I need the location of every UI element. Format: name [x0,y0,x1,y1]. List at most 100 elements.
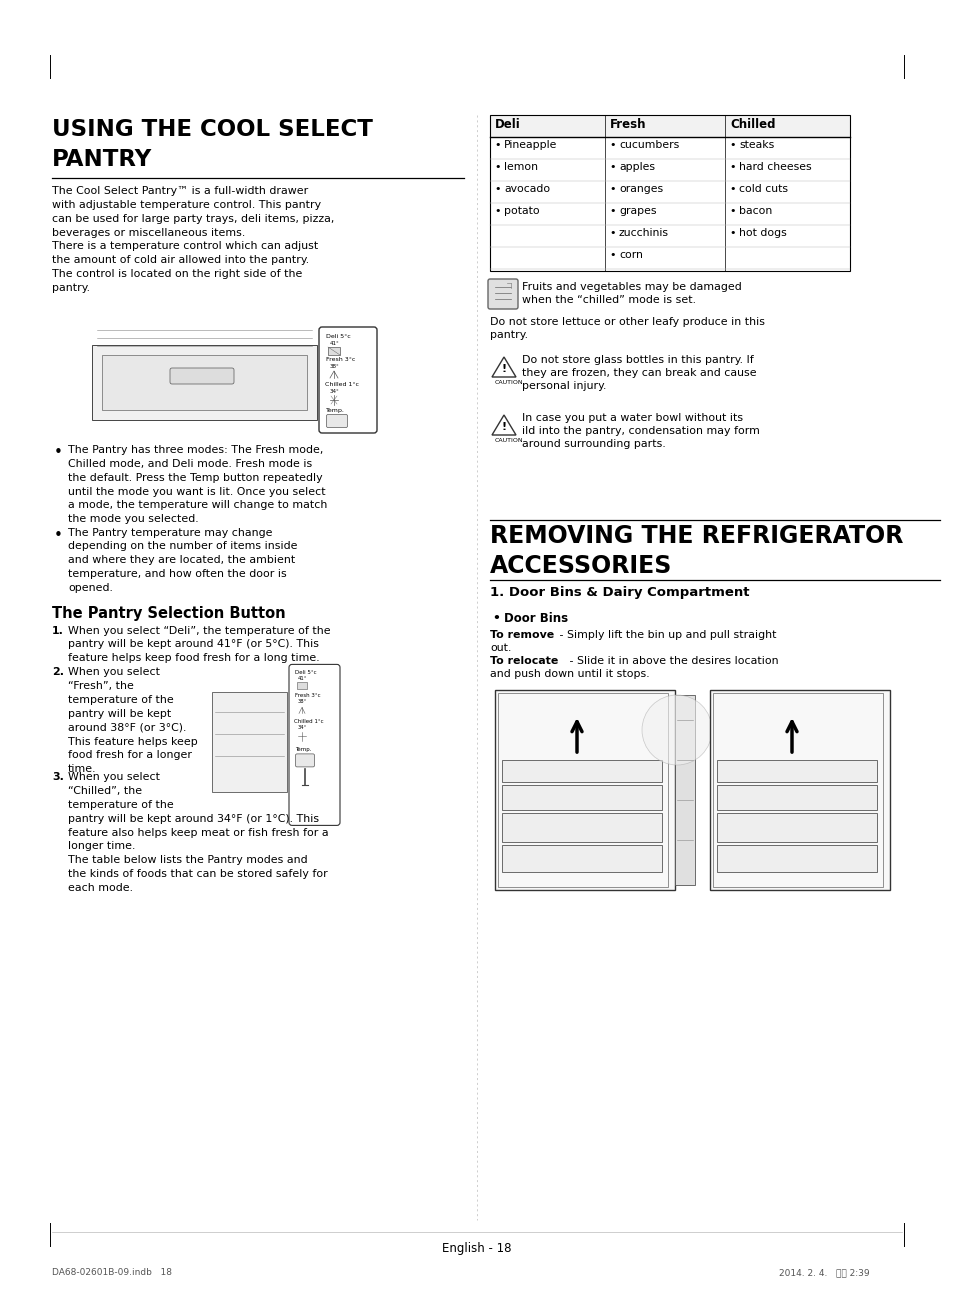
Text: Deli 5°c: Deli 5°c [326,334,351,340]
Text: •: • [608,183,615,194]
Text: oranges: oranges [618,183,662,194]
Polygon shape [492,356,516,377]
FancyBboxPatch shape [170,368,233,384]
Text: and push down until it stops.: and push down until it stops. [490,669,649,679]
Bar [212,692,287,792]
Text: •: • [608,250,615,260]
Text: avocado: avocado [503,183,550,194]
Text: To remove: To remove [490,630,554,640]
Text: 3.: 3. [52,773,64,782]
Text: Temp.: Temp. [326,409,345,412]
FancyBboxPatch shape [326,415,347,428]
Text: hard cheeses: hard cheeses [739,163,811,172]
Bar [709,690,889,890]
Text: •: • [608,228,615,238]
Text: 41°: 41° [330,341,339,346]
Text: CAUTION: CAUTION [495,438,523,444]
Text: Fresh 3°c: Fresh 3°c [294,693,320,699]
Text: 1. Door Bins & Dairy Compartment: 1. Door Bins & Dairy Compartment [490,585,749,598]
Bar [675,695,695,885]
Text: •: • [492,611,499,624]
Bar [102,355,307,410]
Text: !: ! [501,364,506,373]
Text: bacon: bacon [739,206,771,216]
Text: CAUTION: CAUTION [495,380,523,385]
Text: !: ! [501,422,506,432]
Text: In case you put a water bowl without its
ild into the pantry, condensation may f: In case you put a water bowl without its… [521,412,760,449]
FancyBboxPatch shape [318,327,376,433]
Text: •: • [54,528,63,543]
Bar [91,345,316,420]
Text: 34°: 34° [297,726,307,730]
Text: •: • [494,206,500,216]
Text: corn: corn [618,250,642,260]
Text: When you select “Deli”, the temperature of the
pantry will be kept around 41°F (: When you select “Deli”, the temperature … [68,626,331,664]
FancyBboxPatch shape [488,278,517,310]
Text: •: • [494,141,500,150]
Text: Do not store glass bottles in this pantry. If
they are frozen, they can break an: Do not store glass bottles in this pantr… [521,355,756,392]
Text: Fresh 3°c: Fresh 3°c [326,356,355,362]
FancyBboxPatch shape [289,665,339,825]
Text: USING THE COOL SELECT: USING THE COOL SELECT [52,118,373,141]
Text: The Pantry has three modes: The Fresh mode,
Chilled mode, and Deli mode. Fresh m: The Pantry has three modes: The Fresh mo… [68,445,327,524]
Text: •: • [608,141,615,150]
Bar [501,785,661,811]
Text: 38°: 38° [330,364,339,369]
Text: •: • [608,206,615,216]
Text: 38°: 38° [297,700,307,704]
Bar [717,813,876,842]
Text: •: • [728,206,735,216]
Text: Fruits and vegetables may be damaged
when the “chilled” mode is set.: Fruits and vegetables may be damaged whe… [521,282,741,306]
Bar [717,760,876,782]
Bar [490,114,849,271]
Text: •: • [728,141,735,150]
Bar [501,846,661,872]
Text: ACCESSORIES: ACCESSORIES [490,554,672,578]
Text: The Pantry Selection Button: The Pantry Selection Button [52,605,285,621]
Text: - Slide it in above the desires location: - Slide it in above the desires location [565,656,778,666]
Text: cucumbers: cucumbers [618,141,679,150]
Text: 41°: 41° [297,677,307,682]
Text: English - 18: English - 18 [442,1242,511,1255]
Text: DA68-02601B-09.indb   18: DA68-02601B-09.indb 18 [52,1268,172,1278]
Text: 2014. 2. 4.   오후 2:39: 2014. 2. 4. 오후 2:39 [779,1268,869,1278]
Text: apples: apples [618,163,655,172]
Bar [501,760,661,782]
Text: •: • [728,228,735,238]
Circle shape [641,695,711,765]
Bar [495,690,675,890]
Text: zucchinis: zucchinis [618,228,668,238]
Polygon shape [492,415,516,435]
Bar [501,813,661,842]
Text: 2.: 2. [52,667,64,678]
Text: 1.: 1. [52,626,64,636]
Text: steaks: steaks [739,141,774,150]
Text: Temp.: Temp. [294,747,312,752]
Text: - Simply lift the bin up and pull straight: - Simply lift the bin up and pull straig… [556,630,776,640]
Text: The Pantry temperature may change
depending on the number of items inside
and wh: The Pantry temperature may change depend… [68,528,297,593]
Text: Chilled: Chilled [729,118,775,131]
Text: Pineapple: Pineapple [503,141,557,150]
Text: REMOVING THE REFRIGERATOR: REMOVING THE REFRIGERATOR [490,524,902,548]
Text: Chilled 1°c: Chilled 1°c [294,719,323,725]
Text: Do not store lettuce or other leafy produce in this
pantry.: Do not store lettuce or other leafy prod… [490,317,764,340]
Text: •: • [728,183,735,194]
Text: When you select
“Chilled”, the
temperature of the
pantry will be kept around 34°: When you select “Chilled”, the temperatu… [68,773,328,892]
Text: •: • [54,445,63,461]
Bar [717,785,876,811]
Text: •: • [608,163,615,172]
Bar [717,846,876,872]
Text: 34°: 34° [330,389,339,394]
Bar [296,683,307,690]
Bar [490,114,849,137]
Text: Fresh: Fresh [609,118,646,131]
Bar [712,693,882,887]
Text: potato: potato [503,206,539,216]
Text: When you select
“Fresh”, the
temperature of the
pantry will be kept
around 38°F : When you select “Fresh”, the temperature… [68,667,197,774]
Text: out.: out. [490,643,511,653]
Text: •: • [494,183,500,194]
Text: PANTRY: PANTRY [52,148,152,170]
Text: Door Bins: Door Bins [503,611,568,624]
Text: grapes: grapes [618,206,656,216]
Text: To relocate: To relocate [490,656,558,666]
